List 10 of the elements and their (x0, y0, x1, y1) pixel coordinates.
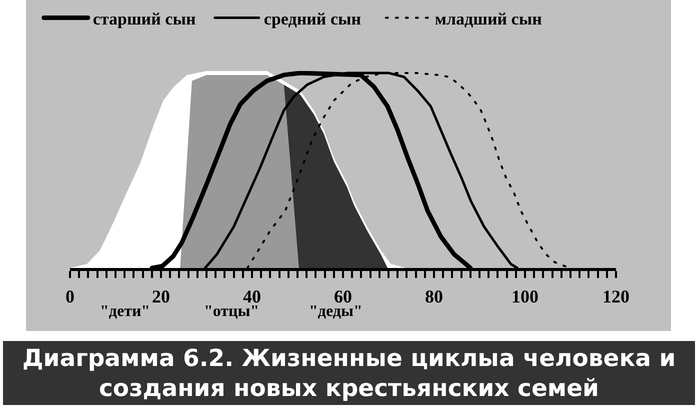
x-tick-label: 0 (66, 286, 74, 307)
x-tick-label: 20 (152, 286, 170, 307)
legend-label: старший сын (92, 9, 196, 28)
x-tick-label: 120 (602, 286, 630, 307)
text: "дети" (100, 303, 150, 320)
text: Диаграмма 6.2. Жизненные циклыа человека и создания новых крестьянских семей (3, 341, 695, 405)
legend-label: младший сын (434, 9, 542, 28)
legend-label: средний сын (264, 9, 362, 28)
x-tick-label: 100 (512, 286, 538, 307)
x-tick-label: 80 (425, 286, 443, 307)
